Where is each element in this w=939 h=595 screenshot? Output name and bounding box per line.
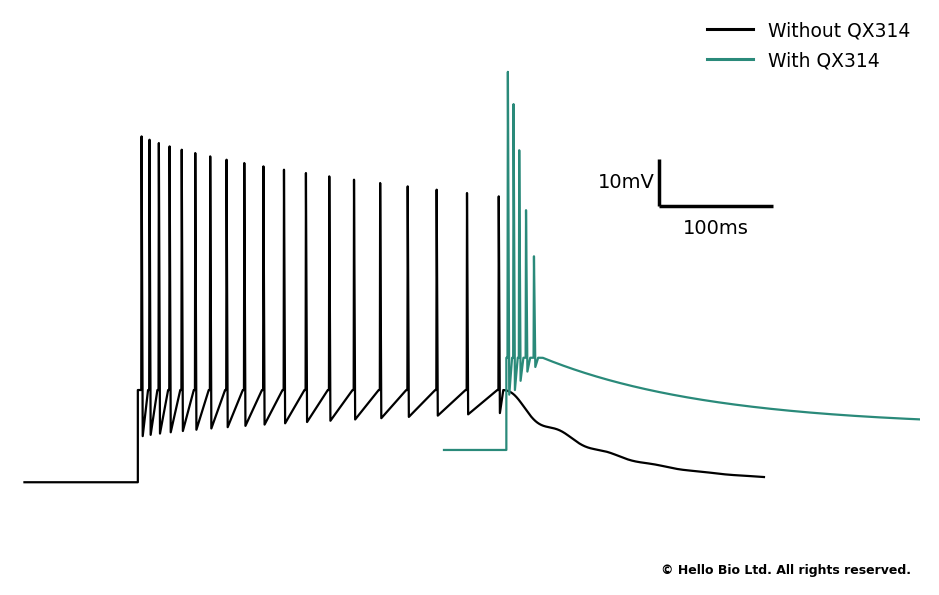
Text: 100ms: 100ms [684, 220, 749, 239]
Legend: Without QX314, With QX314: Without QX314, With QX314 [706, 21, 911, 71]
Text: 10mV: 10mV [598, 173, 654, 192]
Text: © Hello Bio Ltd. All rights reserved.: © Hello Bio Ltd. All rights reserved. [661, 564, 911, 577]
